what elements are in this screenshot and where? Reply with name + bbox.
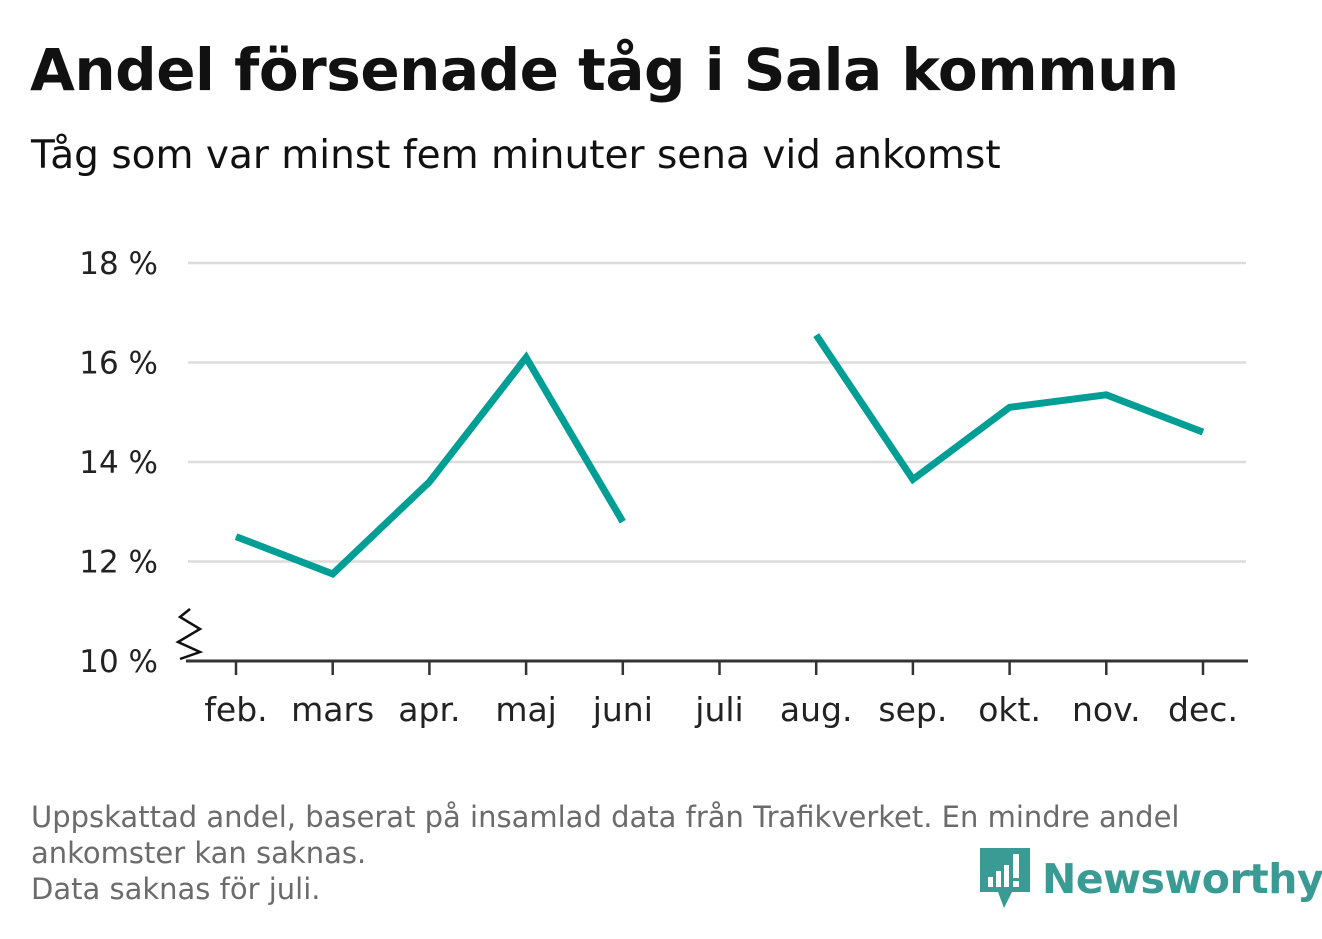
- chart-title: Andel försenade tåg i Sala kommun: [30, 36, 1179, 104]
- x-tick-label: mars: [291, 690, 374, 729]
- x-tick-label: feb.: [204, 690, 267, 729]
- x-tick-label: maj: [495, 690, 557, 729]
- x-axis-tick-labels: feb. mars apr. maj juni juli aug. sep. okt. nov. d…: [204, 690, 1238, 729]
- x-tick-label: aug.: [780, 690, 853, 729]
- y-tick-label: 18 %: [79, 246, 158, 282]
- x-tick-label: nov.: [1072, 690, 1141, 729]
- x-tick-label: sep.: [878, 690, 947, 729]
- x-tick-label: okt.: [978, 690, 1041, 729]
- newsworthy-logo-icon: [980, 848, 1030, 908]
- y-tick-label: 14 %: [79, 445, 158, 481]
- y-tick-label: 12 %: [79, 545, 158, 581]
- x-tick-label: dec.: [1168, 690, 1238, 729]
- footnote-line: Data saknas för juli.: [31, 872, 321, 906]
- footnote-line: ankomster kan saknas.: [31, 836, 367, 870]
- x-tick-label: apr.: [398, 690, 460, 729]
- y-tick-label: 10 %: [79, 644, 158, 680]
- x-tick-label: juli: [694, 690, 743, 729]
- series-line-segment: [234, 351, 626, 578]
- footnote-line: Uppskattad andel, baserat på insamlad da…: [31, 800, 1180, 834]
- line-chart: 10 % 12 % 14 % 16 % 18 % feb. mars apr. maj juni…: [79, 246, 1248, 729]
- y-axis-tick-labels: 10 % 12 % 14 % 16 % 18 %: [79, 246, 158, 680]
- x-tick-label: juni: [592, 690, 653, 729]
- chart-subtitle: Tåg som var minst fem minuter sena vid a…: [31, 133, 1001, 178]
- gridlines: [188, 261, 1246, 563]
- y-tick-label: 16 %: [79, 346, 158, 382]
- series-lines: [234, 333, 1205, 578]
- brand-logo[interactable]: Newsworthy: [980, 848, 1322, 910]
- series-line-segment: [813, 333, 1205, 485]
- x-axis-ticks: [234, 661, 1205, 675]
- y-axis-break-icon: [175, 608, 204, 661]
- footnote: Uppskattad andel, baserat på insamlad da…: [31, 799, 1281, 907]
- brand-name: Newsworthy: [1042, 855, 1322, 903]
